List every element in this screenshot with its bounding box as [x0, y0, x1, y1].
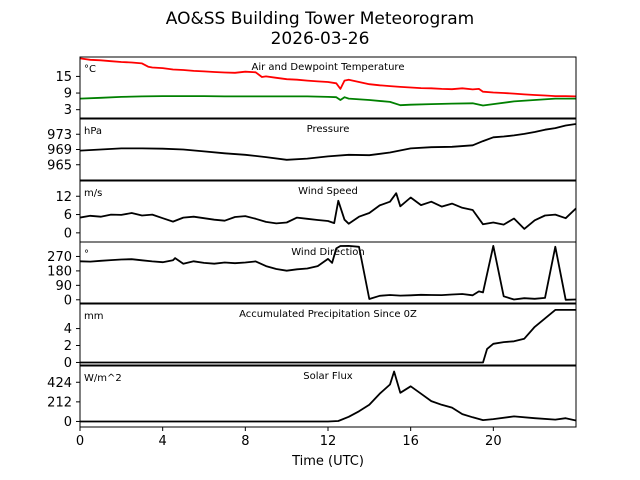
- x-tick-label: 12: [320, 434, 337, 449]
- panel-title: Solar Flux: [303, 371, 353, 382]
- panel-unit: W/m^2: [84, 373, 122, 384]
- y-tick-label: 15: [55, 70, 72, 85]
- panel-title: Pressure: [307, 124, 350, 135]
- x-tick-label: 20: [485, 434, 502, 449]
- panel-title: Air and Dewpoint Temperature: [252, 62, 405, 73]
- y-tick-label: 3: [64, 103, 72, 118]
- y-tick-label: 180: [47, 264, 72, 279]
- y-tick-label: 965: [47, 158, 72, 173]
- y-tick-label: 4: [64, 322, 72, 337]
- panel-unit: °C: [84, 64, 96, 75]
- x-axis-label: Time (UTC): [291, 454, 364, 469]
- panel-unit: hPa: [84, 126, 102, 137]
- chart-title: AO&SS Building Tower Meteorogram: [165, 9, 475, 29]
- series-line-wind-direction-0: [80, 244, 576, 301]
- panel-frame-3: [79, 241, 577, 304]
- y-tick-label: 424: [47, 376, 72, 391]
- x-tick-label: 0: [76, 434, 84, 449]
- y-tick-label: 0: [64, 356, 72, 371]
- y-tick-label: 0: [64, 293, 72, 308]
- series-line-wind-speed-0: [80, 192, 576, 230]
- panel-frame-4: [79, 303, 577, 366]
- x-tick-label: 8: [241, 434, 249, 449]
- panel-title: Wind Direction: [291, 247, 365, 258]
- y-tick-label: 9: [64, 87, 72, 102]
- y-tick-label: 212: [47, 395, 72, 410]
- series-line-air-and-dewpoint-temperature-1: [80, 95, 576, 107]
- panel-unit: mm: [84, 311, 103, 322]
- y-tick-label: 0: [64, 415, 72, 430]
- series-line-pressure-0: [80, 123, 576, 161]
- x-tick-label: 16: [402, 434, 419, 449]
- y-tick-label: 270: [47, 250, 72, 265]
- y-tick-label: 969: [47, 143, 72, 158]
- y-tick-label: 0: [64, 226, 72, 241]
- panel-frame-0: [79, 56, 577, 119]
- series-line-air-and-dewpoint-temperature-0: [80, 57, 576, 98]
- panel-unit: m/s: [84, 188, 102, 199]
- y-tick-label: 6: [64, 208, 72, 223]
- y-tick-label: 973: [47, 128, 72, 143]
- panel-title: Accumulated Precipitation Since 0Z: [239, 309, 417, 320]
- y-tick-label: 2: [64, 339, 72, 354]
- panel-unit: °: [84, 249, 89, 260]
- series-line-accumulated-precipitation-since-0z-0: [80, 308, 576, 364]
- panel-title: Wind Speed: [298, 186, 358, 197]
- series-line-solar-flux-0: [80, 370, 576, 423]
- y-tick-label: 12: [55, 190, 72, 205]
- y-tick-label: 90: [55, 279, 72, 294]
- x-tick-label: 4: [159, 434, 167, 449]
- chart-date: 2026-03-26: [270, 29, 370, 49]
